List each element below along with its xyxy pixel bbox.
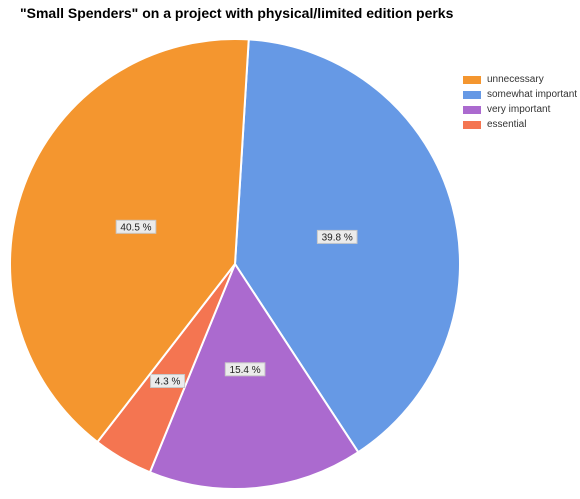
legend-swatch xyxy=(463,105,481,114)
pie-slice-unnecessary[interactable] xyxy=(9,38,250,444)
legend-swatch xyxy=(463,75,481,84)
slice-label-essential: 4.3 % xyxy=(150,374,186,388)
slice-label-somewhat-important: 39.8 % xyxy=(316,229,358,244)
legend-swatch xyxy=(463,120,481,129)
slice-label-box xyxy=(115,219,157,234)
legend-label: very important xyxy=(487,104,551,115)
chart-title: "Small Spenders" on a project with physi… xyxy=(20,5,454,21)
legend-swatch xyxy=(463,90,481,99)
slice-label-box xyxy=(150,374,186,388)
legend-item-essential[interactable]: essential xyxy=(463,117,577,132)
legend-label: somewhat important xyxy=(487,89,578,100)
legend-item-somewhat-important[interactable]: somewhat important xyxy=(463,87,577,102)
legend-item-unnecessary[interactable]: unnecessary xyxy=(463,72,577,87)
slice-label-text: 40.5 % xyxy=(120,222,151,233)
slice-label-unnecessary: 40.5 % xyxy=(115,219,157,234)
slice-label-very-important: 15.4 % xyxy=(224,362,266,377)
slice-label-text: 15.4 % xyxy=(230,365,261,376)
slice-label-text: 39.8 % xyxy=(322,232,353,243)
slice-label-box xyxy=(316,229,358,244)
legend-item-very-important[interactable]: very important xyxy=(463,102,577,117)
slice-label-text: 4.3 % xyxy=(155,377,181,388)
legend-label: unnecessary xyxy=(487,74,544,85)
legend: unnecessary somewhat important very impo… xyxy=(463,72,577,132)
pie-slice-very-important[interactable] xyxy=(148,261,360,490)
slice-label-box xyxy=(224,362,266,377)
legend-label: essential xyxy=(487,119,527,130)
